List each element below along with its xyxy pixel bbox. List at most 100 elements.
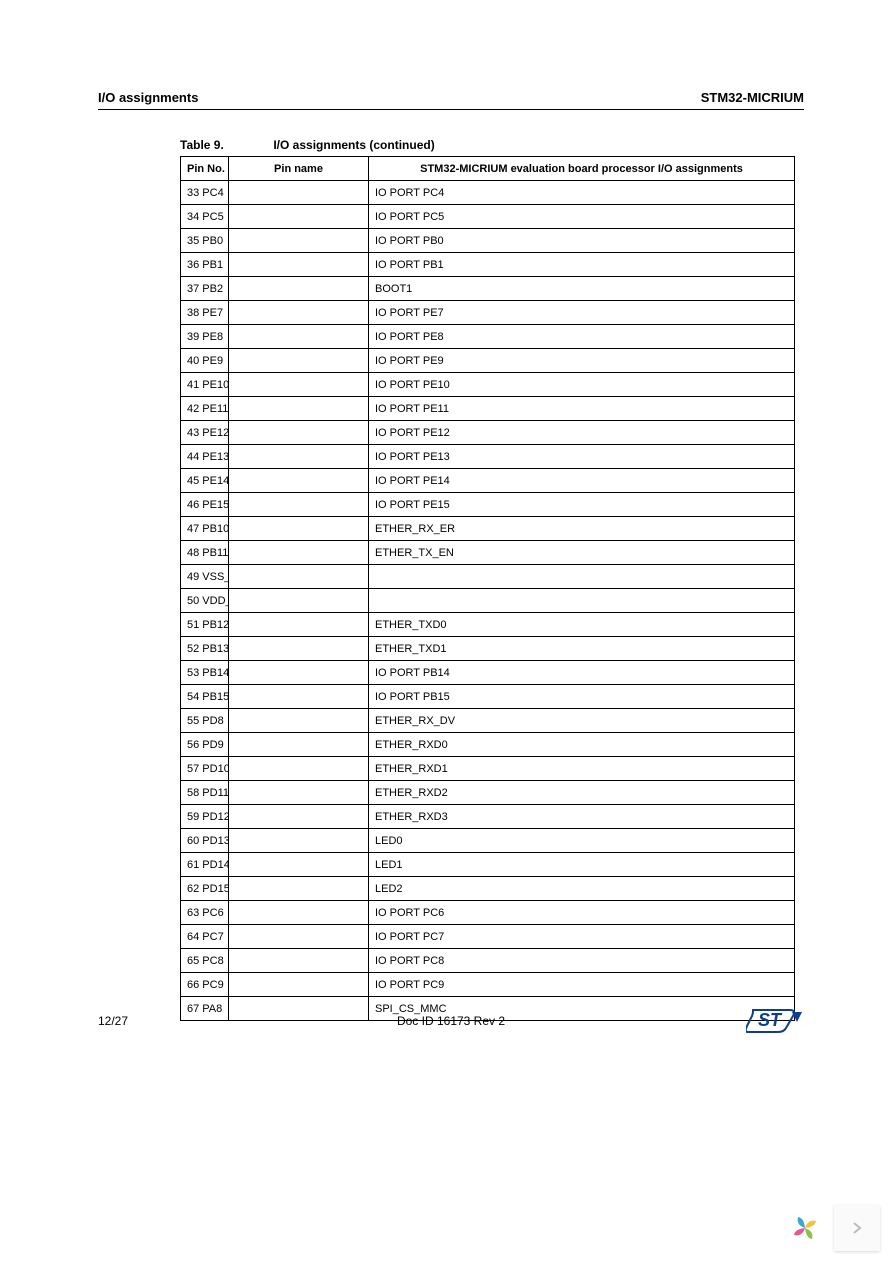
io-assignments-table: Pin No. Pin name STM32-MICRIUM evaluatio… <box>180 156 795 1021</box>
cell-pin-no: 39 PE8 <box>181 325 229 349</box>
cell-assignment: IO PORT PE13 <box>369 445 795 469</box>
cell-assignment: IO PORT PB1 <box>369 253 795 277</box>
cell-assignment: BOOT1 <box>369 277 795 301</box>
cell-pin-name <box>229 277 369 301</box>
table-row: 40 PE9IO PORT PE9 <box>181 349 795 373</box>
cell-pin-name <box>229 493 369 517</box>
cell-pin-no: 40 PE9 <box>181 349 229 373</box>
cell-pin-no: 43 PE12 <box>181 421 229 445</box>
chevron-right-icon <box>850 1221 864 1235</box>
cell-pin-name <box>229 685 369 709</box>
table-row: 53 PB14 IO PORT PB14 <box>181 661 795 685</box>
table-row: 33 PC4IO PORT PC4 <box>181 181 795 205</box>
cell-pin-name <box>229 853 369 877</box>
cell-pin-name <box>229 445 369 469</box>
cell-pin-name <box>229 517 369 541</box>
cell-pin-no: 33 PC4 <box>181 181 229 205</box>
cell-assignment: IO PORT PE15 <box>369 493 795 517</box>
cell-pin-name <box>229 949 369 973</box>
cell-assignment: IO PORT PB14 <box>369 661 795 685</box>
table-row: 49 VSS_1 <box>181 565 795 589</box>
cell-pin-name <box>229 325 369 349</box>
cell-pin-no: 60 PD13 <box>181 829 229 853</box>
col-header-pin-name: Pin name <box>229 157 369 181</box>
cell-pin-no: 54 PB15 <box>181 685 229 709</box>
table-caption-title: I/O assignments (continued) <box>273 138 434 152</box>
cell-pin-name <box>229 253 369 277</box>
cell-pin-no: 37 PB2 <box>181 277 229 301</box>
cell-assignment: ETHER_RXD0 <box>369 733 795 757</box>
cell-pin-no: 50 VDD_1 <box>181 589 229 613</box>
cell-assignment: IO PORT PE11 <box>369 397 795 421</box>
cell-assignment: IO PORT PB15 <box>369 685 795 709</box>
cell-pin-name <box>229 637 369 661</box>
next-page-button[interactable] <box>834 1205 880 1251</box>
table-row: 58 PD11ETHER_RXD2 <box>181 781 795 805</box>
cell-pin-no: 65 PC8 <box>181 949 229 973</box>
cell-pin-no: 51 PB12 <box>181 613 229 637</box>
cell-assignment: IO PORT PC6 <box>369 901 795 925</box>
table-row: 37 PB2 BOOT1 <box>181 277 795 301</box>
cell-pin-name <box>229 973 369 997</box>
cell-pin-name <box>229 925 369 949</box>
cell-assignment: ETHER_RXD2 <box>369 781 795 805</box>
cell-assignment: ETHER_RX_ER <box>369 517 795 541</box>
cell-pin-no: 47 PB10 <box>181 517 229 541</box>
cell-pin-no: 34 PC5 <box>181 205 229 229</box>
cell-pin-no: 38 PE7 <box>181 301 229 325</box>
footer-doc-id: Doc ID 16173 Rev 2 <box>98 1014 804 1028</box>
cell-pin-name <box>229 469 369 493</box>
cell-assignment: IO PORT PE12 <box>369 421 795 445</box>
cell-pin-no: 53 PB14 <box>181 661 229 685</box>
table-row: 55 PD8 ETHER_RX_DV <box>181 709 795 733</box>
cell-pin-no: 41 PE10 <box>181 373 229 397</box>
table-row: 39 PE8IO PORT PE8 <box>181 325 795 349</box>
cell-pin-no: 59 PD12 <box>181 805 229 829</box>
table-row: 43 PE12 IO PORT PE12 <box>181 421 795 445</box>
table-row: 56 PD9 ETHER_RXD0 <box>181 733 795 757</box>
cell-assignment <box>369 589 795 613</box>
cell-assignment: IO PORT PC7 <box>369 925 795 949</box>
cell-pin-no: 61 PD14 <box>181 853 229 877</box>
table-row: 65 PC8IO PORT PC8 <box>181 949 795 973</box>
cell-pin-name <box>229 229 369 253</box>
table-row: 61 PD14 LED1 <box>181 853 795 877</box>
cell-pin-name <box>229 829 369 853</box>
cell-assignment: ETHER_RXD3 <box>369 805 795 829</box>
cell-assignment: LED0 <box>369 829 795 853</box>
table-caption-label: Table 9. <box>180 138 270 152</box>
cell-pin-no: 63 PC6 <box>181 901 229 925</box>
cell-pin-name <box>229 805 369 829</box>
page-footer: 12/27 Doc ID 16173 Rev 2 ST <box>98 1004 804 1037</box>
table-row: 36 PB1 IO PORT PB1 <box>181 253 795 277</box>
cell-pin-name <box>229 397 369 421</box>
cell-pin-no: 55 PD8 <box>181 709 229 733</box>
viewer-logo-button[interactable] <box>782 1205 828 1251</box>
col-header-pin-no: Pin No. <box>181 157 229 181</box>
cell-assignment: IO PORT PB0 <box>369 229 795 253</box>
table-caption: Table 9. I/O assignments (continued) <box>180 138 804 152</box>
cell-pin-name <box>229 349 369 373</box>
page-header: I/O assignments STM32-MICRIUM <box>98 90 804 110</box>
cell-pin-name <box>229 781 369 805</box>
table-row: 59 PD12 ETHER_RXD3 <box>181 805 795 829</box>
cell-assignment: LED1 <box>369 853 795 877</box>
cell-pin-no: 64 PC7 <box>181 925 229 949</box>
table-row: 60 PD13 LED0 <box>181 829 795 853</box>
cell-assignment: IO PORT PE14 <box>369 469 795 493</box>
cell-pin-no: 56 PD9 <box>181 733 229 757</box>
cell-pin-name <box>229 541 369 565</box>
cell-assignment: IO PORT PC5 <box>369 205 795 229</box>
cell-pin-no: 49 VSS_1 <box>181 565 229 589</box>
cell-pin-no: 66 PC9 <box>181 973 229 997</box>
table-row: 42 PE11IO PORT PE11 <box>181 397 795 421</box>
table-row: 52 PB13ETHER_TXD1 <box>181 637 795 661</box>
table-row: 64 PC7 IO PORT PC7 <box>181 925 795 949</box>
cell-assignment: ETHER_TXD0 <box>369 613 795 637</box>
cell-pin-no: 52 PB13 <box>181 637 229 661</box>
cell-pin-no: 36 PB1 <box>181 253 229 277</box>
cell-pin-no: 46 PE15 <box>181 493 229 517</box>
table-header-row: Pin No. Pin name STM32-MICRIUM evaluatio… <box>181 157 795 181</box>
cell-assignment <box>369 565 795 589</box>
cell-assignment: ETHER_RX_DV <box>369 709 795 733</box>
